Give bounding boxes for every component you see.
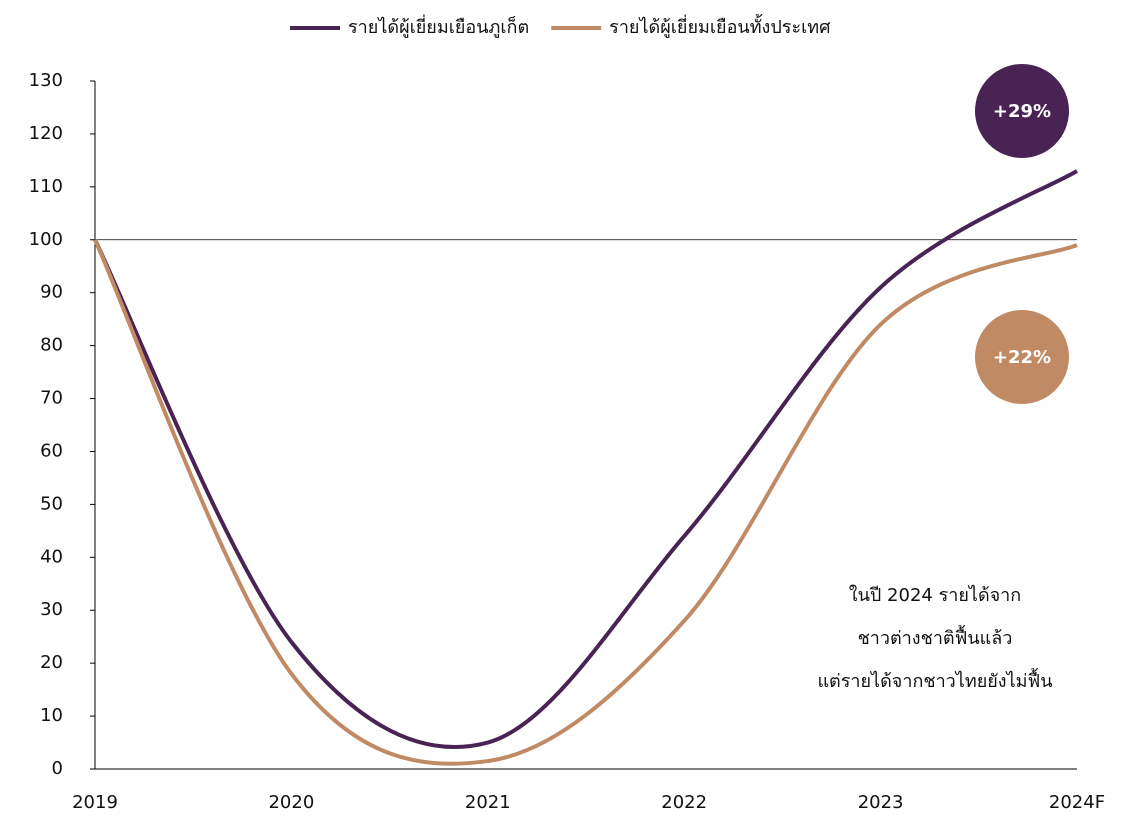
- series-line: [93, 169, 1079, 749]
- annotation: แต่รายได้จากชาวไทยยังไม่ฟื้น: [817, 668, 1052, 692]
- y-tick-label: 110: [29, 176, 63, 197]
- y-tick-label: 40: [40, 546, 63, 567]
- legend-label: รายได้ผู้เยี่ยมเยือนทั้งประเทศ: [609, 14, 831, 38]
- badge: [975, 310, 1069, 404]
- x-tick-label: 2020: [268, 792, 314, 813]
- y-tick-label: 80: [40, 335, 63, 356]
- y-tick-label: 10: [40, 705, 63, 726]
- series-line: [93, 238, 1078, 766]
- y-tick-label: 50: [40, 493, 63, 514]
- annotation: ชาวต่างชาติฟื้นแล้ว: [858, 625, 1013, 649]
- y-tick-label: 120: [29, 123, 63, 144]
- x-tick-label: 2019: [72, 792, 118, 813]
- x-tick-label: 2024F: [1049, 792, 1105, 813]
- y-tick-label: 70: [40, 388, 63, 409]
- y-tick-label: 90: [40, 282, 63, 303]
- y-tick-label: 130: [29, 70, 63, 91]
- x-tick-label: 2022: [661, 792, 707, 813]
- y-tick-label: 20: [40, 652, 63, 673]
- y-tick-label: 30: [40, 599, 63, 620]
- annotation: ในปี 2024 รายได้จาก: [849, 584, 1021, 606]
- badge-label: +22%: [993, 347, 1051, 368]
- badge-label: +29%: [993, 101, 1051, 122]
- badge: [975, 64, 1069, 158]
- y-tick-label: 0: [52, 758, 63, 779]
- y-tick-label: 60: [40, 440, 63, 461]
- y-tick-label: 100: [29, 229, 63, 250]
- x-tick-label: 2021: [465, 792, 511, 813]
- x-tick-label: 2023: [858, 792, 904, 813]
- legend-label: รายได้ผู้เยี่ยมเยือนภูเก็ต: [348, 14, 529, 38]
